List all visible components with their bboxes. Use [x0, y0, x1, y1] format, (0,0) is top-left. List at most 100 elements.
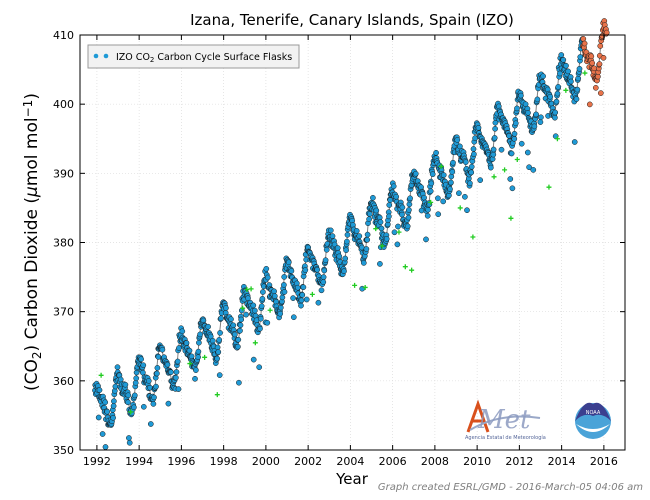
noaa-logo: NOAA: [575, 402, 611, 439]
flask-point: [573, 96, 580, 102]
flask-point: [360, 260, 367, 266]
plot-area: [79, 18, 626, 451]
flask-point: [555, 84, 562, 90]
x-tick-label: 2010: [463, 455, 491, 468]
flask-point: [99, 431, 106, 437]
flask-point: [390, 183, 397, 190]
flask-point: [173, 374, 179, 381]
y-label-superscript: −1: [21, 100, 35, 118]
flask-point: [462, 159, 469, 165]
flask-point: [538, 114, 544, 121]
flask-point: [524, 149, 531, 156]
flask-point: [303, 296, 310, 303]
flask-point: [257, 325, 263, 332]
aemet-logo-text: Met: [477, 405, 531, 435]
flask-point: [111, 398, 117, 405]
preliminary-point: [592, 84, 599, 91]
flask-point: [173, 369, 180, 375]
flask-point: [533, 111, 539, 118]
flask-point: [218, 315, 224, 322]
rejected-point: [352, 282, 358, 288]
flask-point: [440, 172, 447, 178]
flask-point: [140, 362, 147, 369]
flask-point: [387, 197, 394, 203]
y-label-subscript: 2: [30, 351, 44, 359]
flask-point: [245, 295, 251, 302]
flask-point: [394, 241, 401, 248]
flask-point: [336, 253, 343, 260]
flask-point: [320, 274, 327, 280]
flask-point: [159, 346, 166, 353]
legend-box: [87, 44, 300, 69]
flask-point: [214, 355, 220, 362]
flask-point: [405, 214, 412, 221]
rejected-points: [98, 70, 588, 415]
flask-point: [574, 86, 581, 93]
rejected-point: [582, 70, 588, 76]
rejected-point: [396, 229, 402, 235]
flask-point: [314, 266, 321, 273]
flask-point: [288, 268, 295, 274]
flask-point: [518, 140, 525, 147]
flask-point: [110, 414, 116, 421]
flask-point: [447, 186, 453, 192]
flask-point: [95, 414, 102, 421]
flask-point: [196, 339, 202, 346]
flask-point: [277, 310, 284, 317]
flask-point: [363, 246, 370, 252]
flask-point: [547, 93, 554, 100]
flask-point: [462, 193, 468, 200]
flask-point: [230, 322, 237, 329]
flask-point: [138, 356, 144, 363]
flask-point: [285, 259, 292, 266]
legend-label: IZO CO2 Carbon Cycle Surface Flasks: [116, 52, 292, 64]
flask-point: [259, 295, 266, 302]
flask-point: [321, 267, 328, 274]
flask-point: [131, 404, 137, 411]
flask-point: [164, 361, 171, 368]
flask-point: [531, 123, 538, 130]
rejected-point: [187, 361, 193, 367]
flask-point: [386, 202, 393, 208]
rejected-point: [491, 174, 497, 180]
flask-point: [364, 231, 371, 238]
flask-point: [514, 105, 520, 112]
flask-point: [468, 169, 475, 176]
rejected-point: [502, 167, 508, 173]
flask-point: [467, 180, 473, 187]
flask-point: [174, 358, 181, 365]
flask-point: [238, 316, 245, 323]
flask-point: [271, 293, 278, 299]
flask-point: [223, 305, 229, 311]
flask-point: [406, 207, 412, 213]
flask-point: [526, 164, 532, 171]
flask-point: [353, 228, 360, 234]
flask-point: [540, 73, 546, 80]
flask-point: [102, 444, 109, 450]
flask-point: [192, 375, 198, 382]
flask-point: [508, 150, 515, 157]
flask-point: [279, 294, 286, 301]
flask-point: [421, 194, 427, 201]
flask-point: [145, 378, 152, 384]
legend-label-subscript: 2: [150, 56, 154, 64]
preliminary-point: [597, 43, 604, 49]
x-tick-label: 2000: [252, 455, 280, 468]
aemet-logo: Met Agencia Estatal de Meteorología: [465, 399, 546, 441]
flask-point: [378, 225, 385, 232]
flask-point: [356, 233, 363, 239]
flask-point: [428, 180, 435, 187]
rejected-point: [248, 286, 254, 292]
y-tick-label: 360: [53, 375, 74, 388]
rejected-point: [428, 199, 434, 205]
flask-point: [457, 143, 463, 150]
flask-point: [217, 330, 223, 336]
flask-point: [487, 164, 494, 171]
flask-point: [320, 279, 327, 285]
flask-point: [344, 231, 351, 238]
flask-point: [558, 52, 565, 58]
flask-point: [557, 70, 563, 77]
flask-point: [433, 149, 439, 156]
flask-point: [125, 399, 131, 406]
